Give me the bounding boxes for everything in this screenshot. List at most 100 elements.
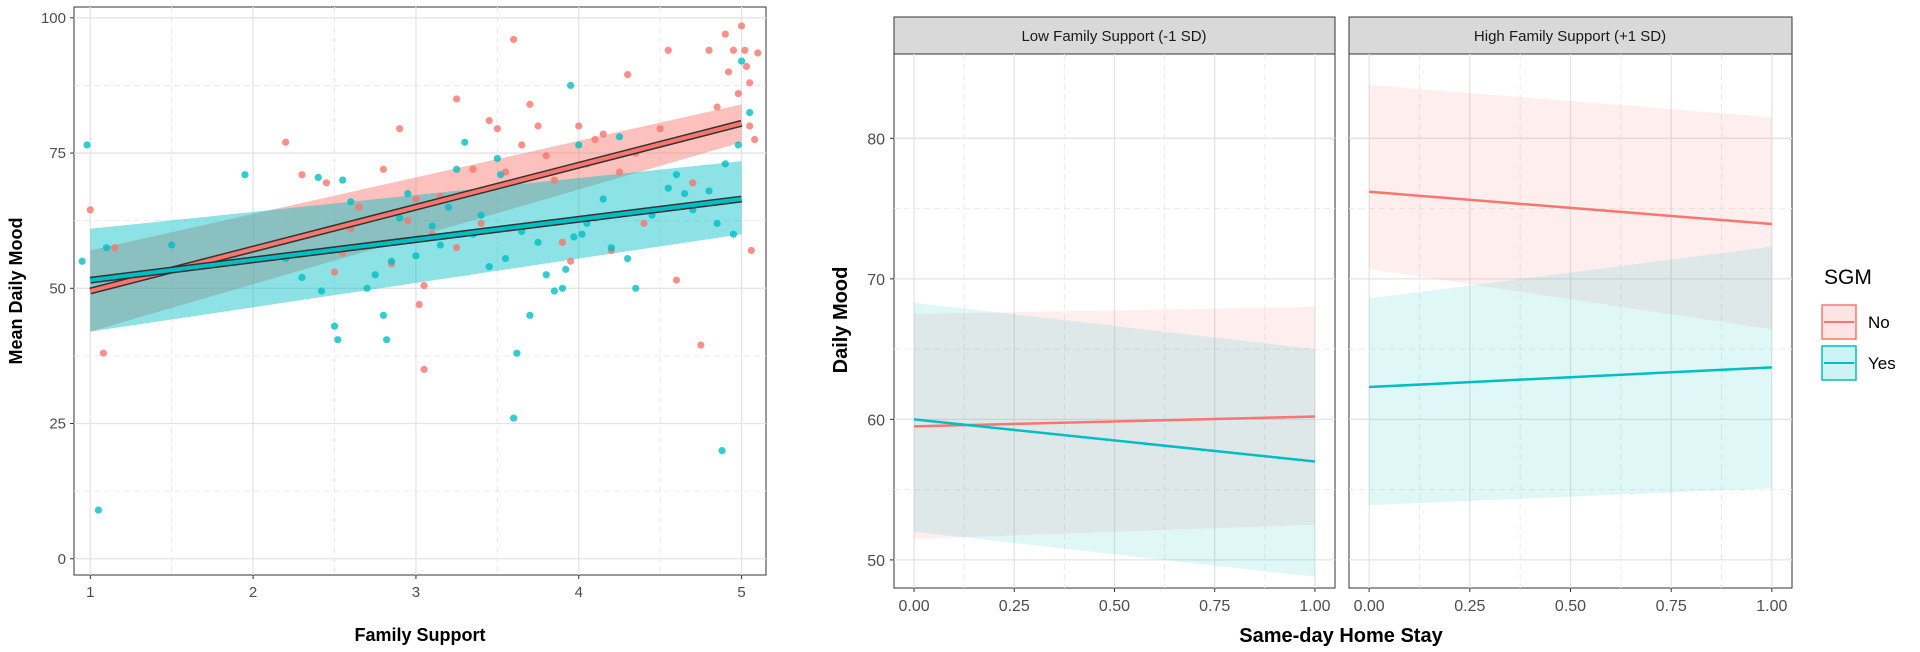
left-point-yes xyxy=(334,336,342,344)
left-point-yes xyxy=(347,198,355,206)
left-point-no xyxy=(86,206,94,214)
left-point-no xyxy=(420,281,428,290)
facet-x-tick-label: 0.00 xyxy=(898,598,929,615)
facet-line-no xyxy=(914,415,1315,428)
left-point-yes xyxy=(567,81,575,90)
left-point-no xyxy=(734,89,742,98)
right-y-tick-labels: 50 60 70 80 xyxy=(867,131,894,570)
left-confidence-bands xyxy=(90,104,742,332)
left-point-yes xyxy=(94,506,103,514)
left-point-no xyxy=(469,165,477,173)
facet-label-low: Low Family Support (-1 SD) xyxy=(1021,28,1206,45)
facet-high-x-tick-labels: 0.00 0.25 0.50 0.75 1.00 xyxy=(1354,588,1788,615)
left-point-yes xyxy=(387,257,396,265)
legend-key-no: No xyxy=(1821,304,1890,340)
left-point-yes xyxy=(513,349,521,357)
right-x-axis-title: Same-day Home Stay xyxy=(1239,625,1443,647)
left-point-yes xyxy=(680,190,689,198)
left-y-axis-title: Mean Daily Mood xyxy=(6,217,26,364)
left-point-no xyxy=(355,203,363,211)
left-y-tick-label: 100 xyxy=(41,10,66,27)
left-point-yes xyxy=(102,244,111,252)
left-point-no xyxy=(705,46,713,54)
facet-high-lines xyxy=(1369,190,1772,389)
left-point-yes xyxy=(558,284,567,292)
left-point-no xyxy=(420,365,428,374)
left-scatter-panel: 1 2 3 4 5 0 25 50 75 100 Family Support Mean Dai… xyxy=(6,6,767,645)
left-point-no xyxy=(550,176,558,184)
left-point-no xyxy=(729,46,738,54)
left-y-tick-label: 0 xyxy=(58,551,66,568)
left-point-yes xyxy=(672,171,681,179)
legend-key-yes: Yes xyxy=(1821,345,1896,381)
left-point-yes xyxy=(729,230,738,238)
left-point-yes xyxy=(168,241,176,249)
facet-x-tick-label: 0.25 xyxy=(1454,598,1485,615)
facet-x-tick-label: 0.25 xyxy=(999,598,1030,615)
left-point-yes xyxy=(632,284,640,292)
left-point-no xyxy=(534,122,542,130)
left-point-yes xyxy=(436,241,444,249)
facet-x-tick-label: 0.50 xyxy=(1099,598,1130,615)
left-point-yes xyxy=(78,257,86,265)
left-points xyxy=(78,22,762,514)
left-point-yes xyxy=(383,336,391,344)
left-point-no xyxy=(737,22,746,30)
facet-strip-high xyxy=(1348,16,1793,55)
left-point-yes xyxy=(453,165,461,173)
left-point-yes xyxy=(705,187,713,195)
left-point-yes xyxy=(83,141,91,149)
left-point-yes xyxy=(607,244,615,252)
left-point-yes xyxy=(379,311,387,319)
left-point-no xyxy=(485,117,493,125)
left-point-no xyxy=(746,122,754,130)
left-point-no xyxy=(282,138,290,146)
facet-high-gridlines xyxy=(1349,54,1792,588)
facet-label-high: High Family Support (+1 SD) xyxy=(1474,28,1666,45)
left-x-tick-label: 4 xyxy=(575,584,583,601)
facet-line-yes xyxy=(913,418,1316,463)
left-point-no xyxy=(322,179,330,187)
facet-x-tick-label: 1.00 xyxy=(1756,598,1787,615)
left-point-yes xyxy=(330,322,339,330)
left-point-no xyxy=(721,30,729,38)
left-point-yes xyxy=(412,252,420,260)
legend-label-yes: Yes xyxy=(1868,354,1896,373)
left-point-no xyxy=(724,68,733,76)
left-point-yes xyxy=(737,57,746,65)
left-ci-band-yes xyxy=(90,161,742,332)
right-y-tick-label: 60 xyxy=(867,412,885,429)
left-point-no xyxy=(567,257,575,265)
left-point-yes xyxy=(615,133,624,141)
left-point-no xyxy=(415,300,423,309)
left-point-no xyxy=(664,46,672,54)
facet-ribbon-no xyxy=(914,306,1315,539)
left-point-no xyxy=(575,122,583,130)
left-plot-area xyxy=(73,6,767,576)
right-y-axis-title: Daily Mood xyxy=(830,267,852,374)
facet-x-tick-label: 1.00 xyxy=(1299,598,1330,615)
left-point-yes xyxy=(371,271,379,279)
left-point-yes xyxy=(542,271,550,279)
left-point-no xyxy=(510,35,518,44)
facet-line-no xyxy=(1369,190,1772,226)
left-point-yes xyxy=(298,273,306,282)
left-point-yes xyxy=(713,219,721,227)
left-fit-line-yes xyxy=(90,197,742,283)
left-x-tick-labels: 1 2 3 4 5 xyxy=(86,575,746,601)
left-point-yes xyxy=(578,230,586,238)
left-fit-lines xyxy=(89,119,743,295)
legend: SGM No Yes xyxy=(1821,266,1896,381)
left-point-yes xyxy=(746,108,754,117)
left-point-no xyxy=(412,195,420,203)
left-point-no xyxy=(396,125,404,133)
facet-low-gridlines xyxy=(894,54,1335,588)
left-x-tick-label: 1 xyxy=(86,584,94,601)
left-point-no xyxy=(599,130,607,138)
left-point-no xyxy=(615,168,624,176)
left-fit-line-no xyxy=(89,121,743,293)
left-point-yes xyxy=(444,203,453,211)
left-point-no xyxy=(542,152,550,160)
left-point-yes xyxy=(241,171,249,179)
left-point-no xyxy=(526,100,534,108)
